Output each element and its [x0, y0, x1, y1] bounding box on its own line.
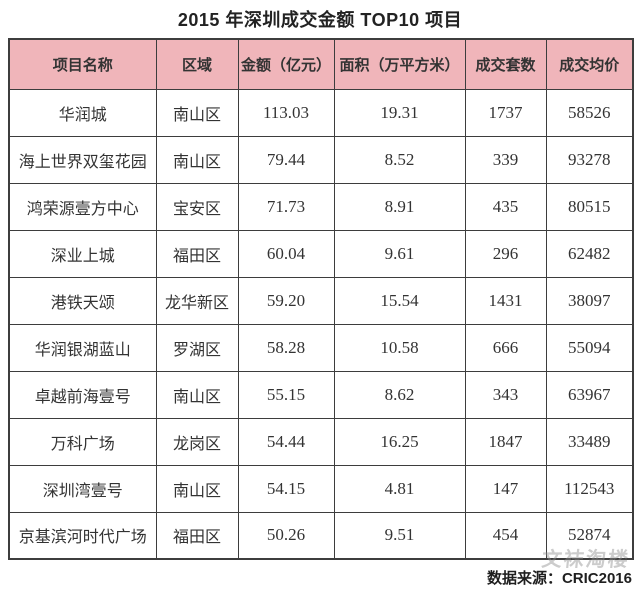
table-cell: 71.73	[237, 182, 335, 231]
table-cell: 113.03	[237, 88, 335, 137]
table-cell: 343	[464, 370, 547, 419]
table-cell: 宝安区	[155, 182, 239, 231]
table-cell: 147	[464, 464, 547, 513]
data-source-note: 数据来源：CRIC2016	[486, 570, 632, 587]
column-header-area: 面积（万平方米）	[333, 38, 466, 90]
table-cell: 9.61	[333, 229, 466, 278]
page-title: 2015 年深圳成交金额 TOP10 项目	[177, 10, 463, 30]
table-row: 深业上城 福田区 60.04 9.61 296 62482	[8, 229, 634, 278]
table-cell: 龙华新区	[155, 276, 239, 325]
table-cell: 339	[464, 135, 547, 184]
table-cell: 鸿荣源壹方中心	[8, 182, 157, 231]
table-cell: 华润城	[8, 88, 157, 137]
table-cell: 112543	[545, 464, 634, 513]
table-cell: 38097	[545, 276, 634, 325]
table-cell: 1431	[464, 276, 547, 325]
table-row: 鸿荣源壹方中心 宝安区 71.73 8.91 435 80515	[8, 182, 634, 231]
table-row: 京基滨河时代广场 福田区 50.26 9.51 454 52874	[8, 511, 634, 560]
table-row: 卓越前海壹号 南山区 55.15 8.62 343 63967	[8, 370, 634, 419]
column-header-avg-price: 成交均价	[545, 38, 634, 90]
table-cell: 435	[464, 182, 547, 231]
table-cell: 19.31	[333, 88, 466, 137]
table-cell: 港铁天颂	[8, 276, 157, 325]
table-cell: 52874	[545, 511, 634, 560]
table-cell: 海上世界双玺花园	[8, 135, 157, 184]
table-cell: 55.15	[237, 370, 335, 419]
table-cell: 万科广场	[8, 417, 157, 466]
table-cell: 卓越前海壹号	[8, 370, 157, 419]
table-cell: 54.15	[237, 464, 335, 513]
table-cell: 63967	[545, 370, 634, 419]
table-cell: 9.51	[333, 511, 466, 560]
table-cell: 福田区	[155, 511, 239, 560]
table-cell: 454	[464, 511, 547, 560]
table-cell: 南山区	[155, 370, 239, 419]
table-cell: 62482	[545, 229, 634, 278]
table-row: 万科广场 龙岗区 54.44 16.25 1847 33489	[8, 417, 634, 466]
table-cell: 59.20	[237, 276, 335, 325]
table-cell: 58526	[545, 88, 634, 137]
column-header-units-sold: 成交套数	[464, 38, 547, 90]
table-cell: 8.91	[333, 182, 466, 231]
table-cell: 罗湖区	[155, 323, 239, 372]
table-cell: 15.54	[333, 276, 466, 325]
table-row: 港铁天颂 龙华新区 59.20 15.54 1431 38097	[8, 276, 634, 325]
table-cell: 58.28	[237, 323, 335, 372]
table-row: 深圳湾壹号 南山区 54.15 4.81 147 112543	[8, 464, 634, 513]
table-cell: 79.44	[237, 135, 335, 184]
table-cell: 50.26	[237, 511, 335, 560]
table-cell: 1847	[464, 417, 547, 466]
table-cell: 296	[464, 229, 547, 278]
table-cell: 4.81	[333, 464, 466, 513]
table-cell: 南山区	[155, 88, 239, 137]
table-body: 华润城 南山区 113.03 19.31 1737 58526 海上世界双玺花园 南山区 79.…	[8, 88, 634, 560]
table-cell: 1737	[464, 88, 547, 137]
table-cell: 深业上城	[8, 229, 157, 278]
table-header: 项目名称 区域 金额（亿元） 面积（万平方米） 成交套数 成交均价	[8, 38, 634, 90]
table-cell: 华润银湖蓝山	[8, 323, 157, 372]
table-cell: 33489	[545, 417, 634, 466]
table-cell: 16.25	[333, 417, 466, 466]
column-header-district: 区域	[155, 38, 239, 90]
table-cell: 8.62	[333, 370, 466, 419]
table-row: 华润城 南山区 113.03 19.31 1737 58526	[8, 88, 634, 137]
table-row: 海上世界双玺花园 南山区 79.44 8.52 339 93278	[8, 135, 634, 184]
table-cell: 666	[464, 323, 547, 372]
table-cell: 10.58	[333, 323, 466, 372]
column-header-project-name: 项目名称	[8, 38, 157, 90]
table-cell: 55094	[545, 323, 634, 372]
table-cell: 深圳湾壹号	[8, 464, 157, 513]
table-cell: 80515	[545, 182, 634, 231]
table-cell: 54.44	[237, 417, 335, 466]
top10-projects-table: 项目名称 区域 金额（亿元） 面积（万平方米） 成交套数 成交均价 华润城 南山区…	[8, 38, 634, 560]
table-cell: 京基滨河时代广场	[8, 511, 157, 560]
table-row: 华润银湖蓝山 罗湖区 58.28 10.58 666 55094	[8, 323, 634, 372]
table-header-row: 项目名称 区域 金额（亿元） 面积（万平方米） 成交套数 成交均价	[8, 38, 634, 90]
table-cell: 南山区	[155, 464, 239, 513]
table-cell: 60.04	[237, 229, 335, 278]
table-cell: 龙岗区	[155, 417, 239, 466]
table-cell: 南山区	[155, 135, 239, 184]
table-cell: 93278	[545, 135, 634, 184]
table-cell: 福田区	[155, 229, 239, 278]
column-header-amount: 金额（亿元）	[237, 38, 335, 90]
table-cell: 8.52	[333, 135, 466, 184]
